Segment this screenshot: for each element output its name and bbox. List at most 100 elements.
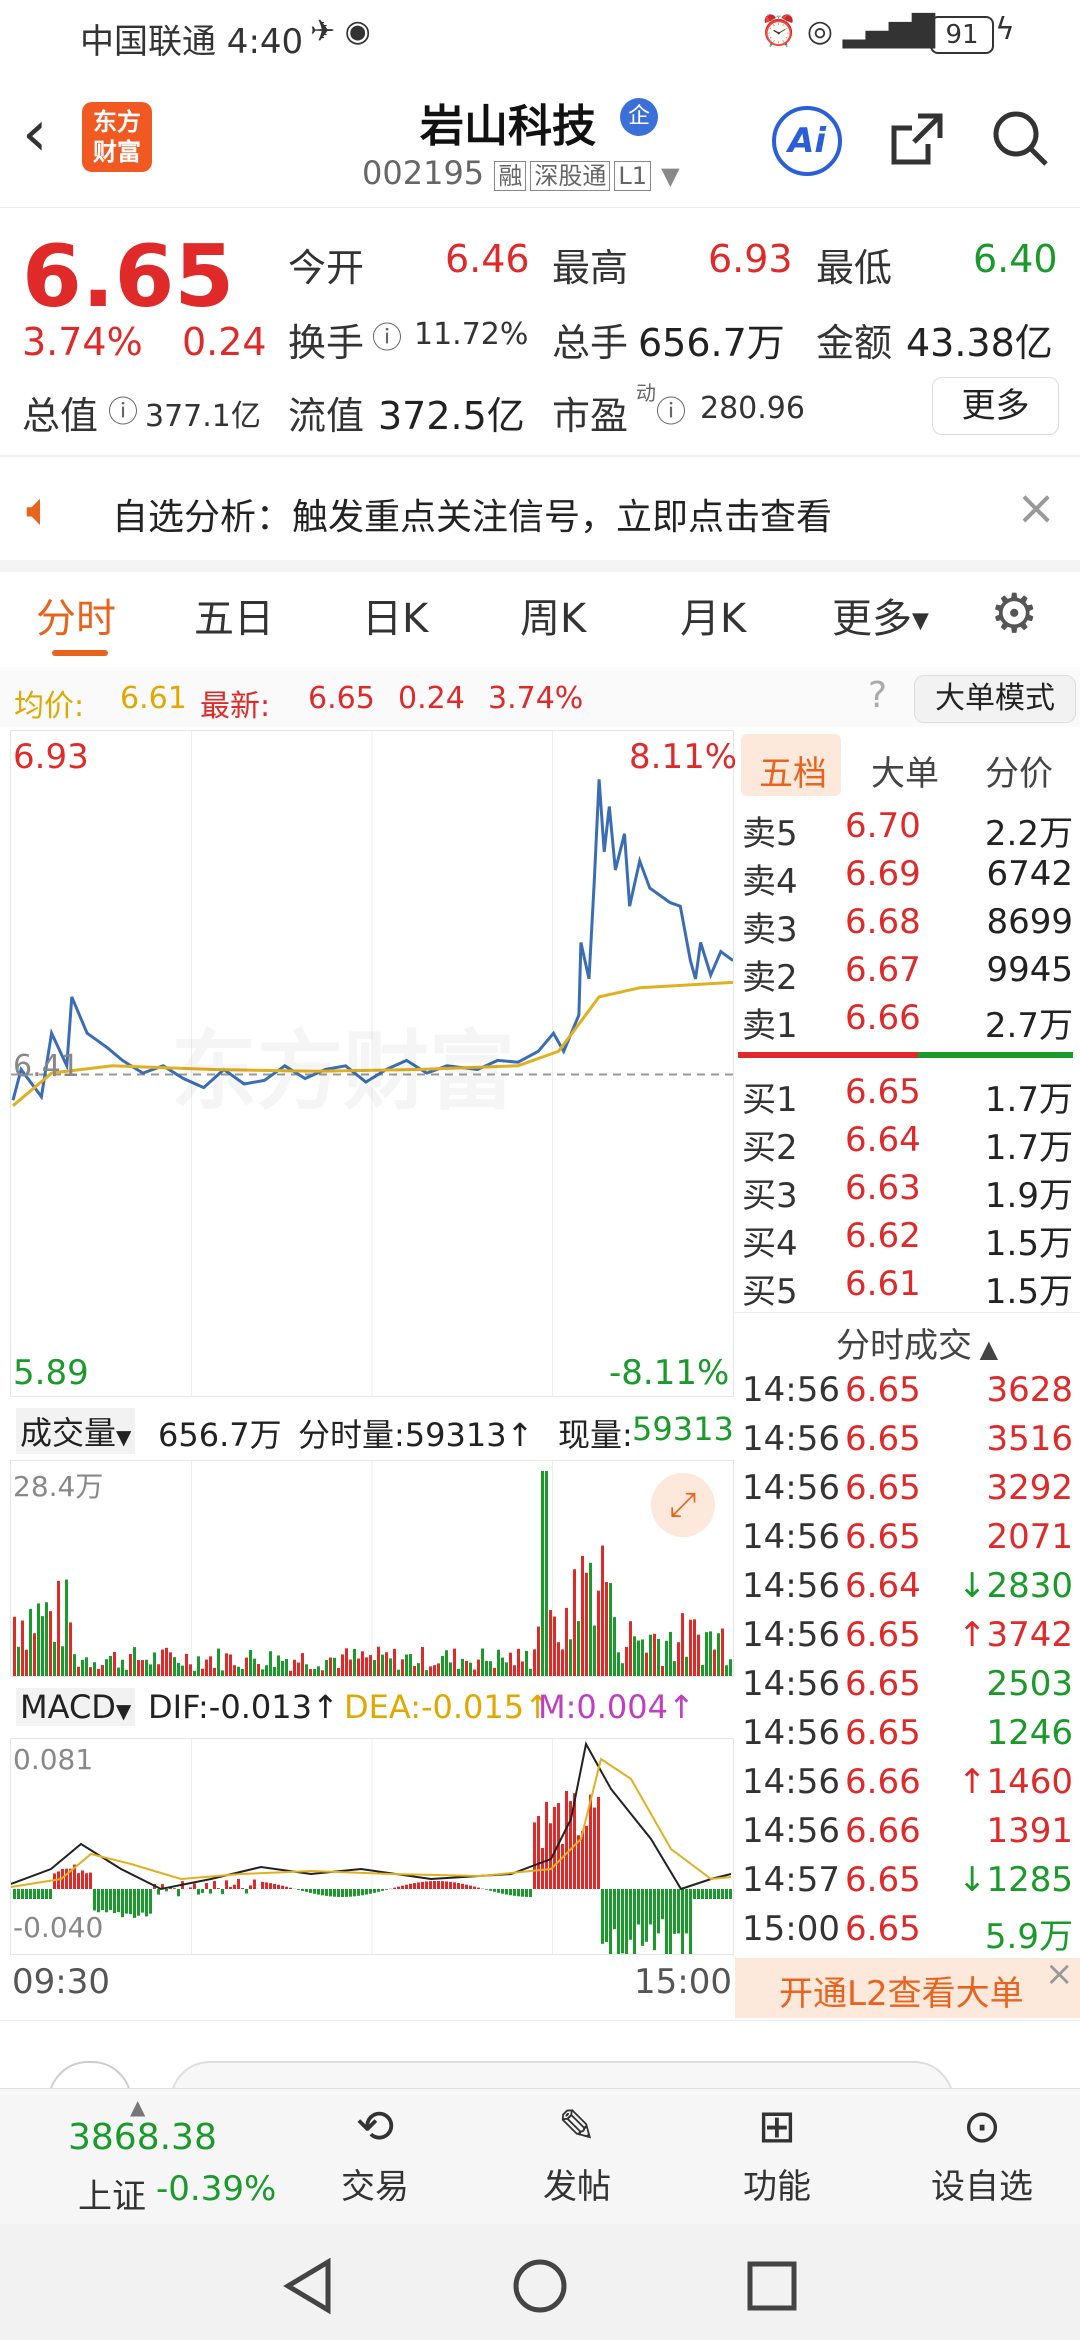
expand-icon[interactable]: ⤢: [651, 1473, 715, 1537]
macd-bar: [649, 1889, 652, 1925]
back-arrow-icon[interactable]: ‹: [22, 97, 48, 171]
volume-bar: [481, 1648, 484, 1676]
macd-bar: [453, 1882, 456, 1889]
info-icon[interactable]: ⓘ: [372, 321, 402, 356]
volume-selector[interactable]: 成交量▼: [16, 1408, 136, 1454]
ask-row-label: 卖3: [742, 910, 798, 950]
nav-trade[interactable]: ⟲ 交易: [320, 2099, 430, 2208]
pe-sup: 动: [636, 381, 656, 405]
volume-bar: [549, 1609, 552, 1676]
volume-bar: [605, 1582, 608, 1676]
volume-bar: [121, 1659, 124, 1676]
trade-row-price: 6.65: [845, 1419, 921, 1459]
search-icon[interactable]: [990, 108, 1050, 172]
volume-bar: [541, 1471, 544, 1676]
close-icon[interactable]: ×: [1045, 1954, 1074, 1994]
tab-five-day[interactable]: 五日: [194, 596, 274, 642]
trade-row-price: 6.65: [845, 1909, 921, 1949]
macd-bar: [493, 1889, 496, 1892]
volume-bar: [193, 1670, 196, 1676]
share-icon[interactable]: [888, 110, 943, 165]
close-icon[interactable]: ×: [1016, 480, 1057, 536]
info-icon[interactable]: ⓘ: [656, 395, 686, 430]
index-name: 上证: [78, 2177, 146, 2217]
volume-bar: [669, 1631, 672, 1676]
macd-bar: [161, 1884, 164, 1889]
app-logo: 东方 财富: [82, 102, 152, 172]
help-icon[interactable]: ?: [868, 675, 888, 716]
avg-label: 均价:: [14, 689, 85, 724]
bid-row-label: 买3: [742, 1176, 798, 1216]
macd-bar: [633, 1889, 636, 1954]
macd-bar: [705, 1889, 708, 1899]
enterprise-badge-icon: 企: [620, 98, 658, 136]
tab-daily-k[interactable]: 日K: [362, 596, 429, 642]
volume-bar: [161, 1649, 164, 1676]
settings-gear-icon[interactable]: ⚙: [990, 582, 1039, 645]
macd-bar: [625, 1889, 628, 1954]
macd-bar: [509, 1889, 512, 1896]
tab-monthly-k[interactable]: 月K: [680, 596, 747, 642]
index-ticker[interactable]: ▲ 3868.38 上证 -0.39%: [0, 2089, 280, 2225]
volume-bar: [597, 1590, 600, 1676]
turnover-value: 11.72%: [414, 317, 529, 352]
macd-bar: [357, 1889, 360, 1896]
macd-bar: [285, 1886, 288, 1889]
macd-bar: [225, 1880, 228, 1889]
macd-bar: [169, 1887, 172, 1889]
nav-function[interactable]: ⊞ 功能: [722, 2099, 832, 2208]
macd-selector[interactable]: MACD▼: [16, 1688, 136, 1726]
macd-bar: [729, 1889, 732, 1899]
info-icon[interactable]: ⓘ: [108, 395, 138, 430]
macd-bar: [13, 1889, 16, 1899]
l2-button[interactable]: 开通L2查看大单 ×: [735, 1954, 1080, 2018]
volume-bar: [149, 1664, 152, 1676]
tab-weekly-k[interactable]: 周K: [520, 596, 587, 642]
macd-bar: [469, 1885, 472, 1889]
dropdown-icon[interactable]: ▼: [661, 162, 680, 190]
tab-big-order[interactable]: 大单: [871, 754, 939, 794]
tag-level: L1: [614, 161, 651, 191]
macd-bar: [177, 1889, 180, 1897]
volume-bar: [677, 1642, 680, 1676]
caret-up-icon: ▲: [130, 2095, 146, 2119]
nav-post[interactable]: ✎ 发帖: [522, 2099, 632, 2208]
tab-more[interactable]: 更多▼: [832, 596, 929, 642]
volume-bar: [25, 1649, 28, 1676]
ai-button[interactable]: Ai: [772, 106, 842, 176]
volume-bar: [501, 1657, 504, 1676]
back-triangle-icon[interactable]: [280, 2256, 340, 2316]
macd-bar: [281, 1885, 284, 1889]
big-order-mode-button[interactable]: 大单模式: [914, 675, 1076, 723]
volume-bar: [33, 1633, 36, 1676]
volume-bar: [197, 1656, 200, 1676]
home-circle-icon[interactable]: [510, 2256, 570, 2316]
tab-five-level[interactable]: 五档: [759, 754, 827, 794]
volume-bar: [229, 1654, 232, 1676]
bid-row: 买1 6.65 1.7万: [740, 1072, 1075, 1120]
recents-square-icon[interactable]: [742, 2256, 802, 2316]
macd-bar: [489, 1889, 492, 1891]
volume-bar: [517, 1648, 520, 1676]
nav-add-watchlist[interactable]: ⊙ 设自选: [912, 2099, 1052, 2208]
trade-row: 15:00 6.65 5.9万: [740, 1909, 1075, 1957]
tab-price-dist[interactable]: 分价: [985, 754, 1053, 794]
volume-bar: [393, 1648, 396, 1676]
more-button[interactable]: 更多: [932, 377, 1059, 435]
volume-bar: [313, 1668, 316, 1676]
macd-bar: [25, 1889, 28, 1899]
macd-bar: [273, 1883, 276, 1889]
bid-row-volume: 1.7万: [984, 1080, 1073, 1120]
macd-bar: [157, 1889, 160, 1895]
analysis-banner[interactable]: 🔈︎ 自选分析：触发重点关注信号，立即点击查看 ×: [0, 460, 1080, 560]
volume-bar: [41, 1616, 44, 1676]
macd-bar: [85, 1873, 88, 1889]
macd-bar: [437, 1881, 440, 1889]
trades-title[interactable]: 分时成交 ▲: [836, 1326, 999, 1366]
trade-row-volume: 3628: [986, 1370, 1073, 1410]
tab-intraday[interactable]: 分时: [36, 596, 116, 642]
macd-bar: [93, 1889, 96, 1911]
macd-bar: [165, 1889, 168, 1892]
macd-dif-line: [11, 1741, 732, 1891]
